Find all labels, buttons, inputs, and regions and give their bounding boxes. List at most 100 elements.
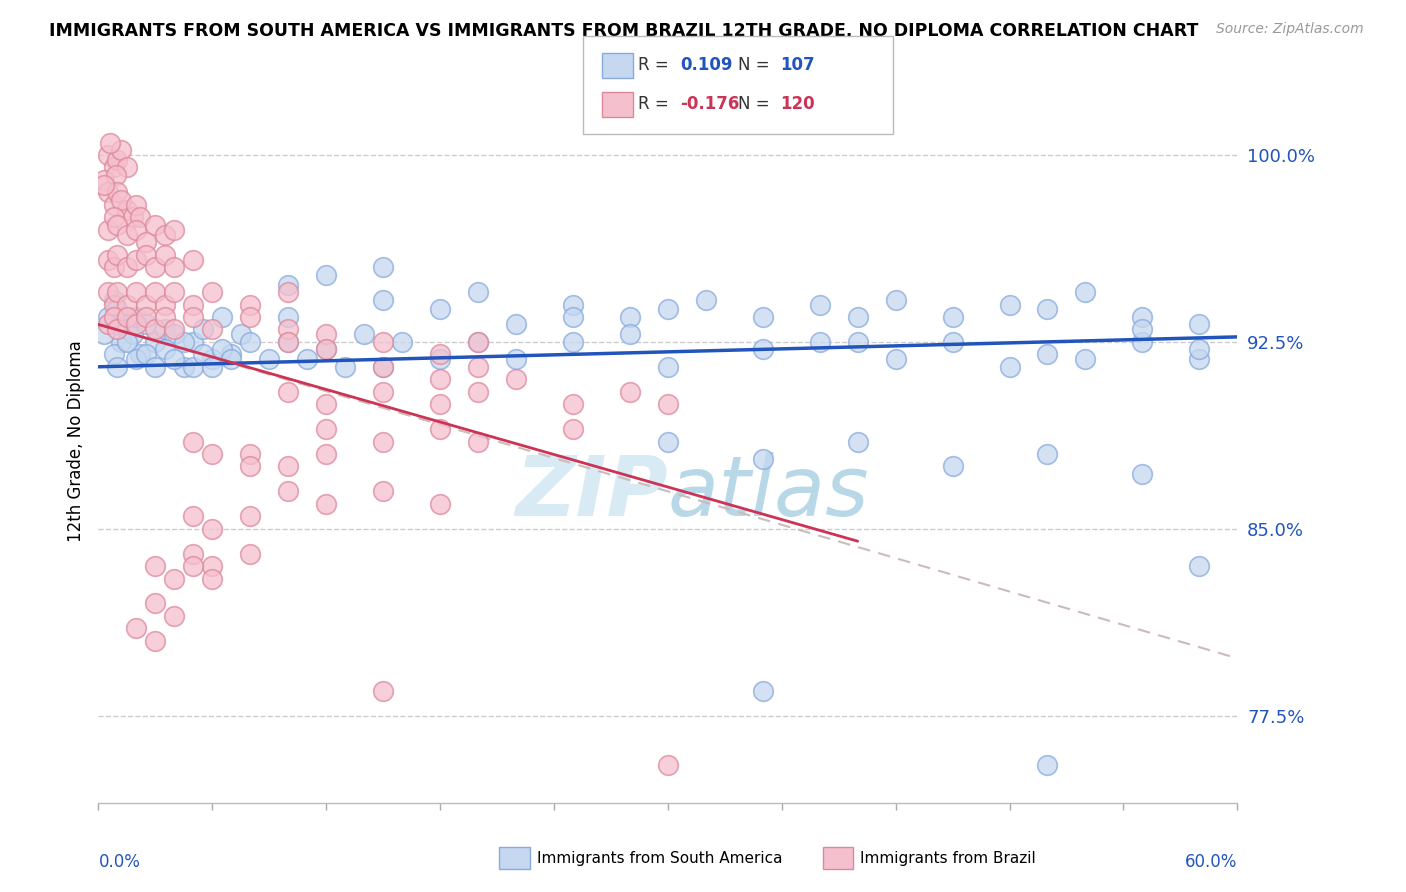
Point [163,352,186,367]
Point [93,178,115,192]
Point [1074,285,1097,299]
Point [277,322,299,336]
Point [884,352,907,367]
Point [998,359,1021,374]
Point [315,497,337,511]
Point [183,434,205,449]
Point [163,285,186,299]
Point [315,343,337,357]
Point [115,202,138,217]
Point [183,334,205,349]
Point [277,310,299,324]
Point [153,310,176,324]
Point [942,310,965,324]
Point [1132,467,1154,481]
Point [93,327,115,342]
Point [657,359,679,374]
Point [239,509,262,524]
Point [115,227,138,242]
Point [103,161,125,175]
Point [1036,447,1059,461]
Point [315,447,337,461]
Point [145,633,167,648]
Point [1074,352,1097,367]
Point [371,384,394,399]
Point [135,297,157,311]
Text: Source: ZipAtlas.com: Source: ZipAtlas.com [1216,22,1364,37]
Point [998,297,1021,311]
Y-axis label: 12th Grade, No Diploma: 12th Grade, No Diploma [66,341,84,542]
Point [505,318,527,332]
Point [97,285,120,299]
Text: 0.109: 0.109 [681,56,733,74]
Point [145,285,167,299]
Point [163,260,186,274]
Point [107,302,129,317]
Point [201,322,224,336]
Point [239,297,262,311]
Point [97,318,120,332]
Point [125,621,148,635]
Point [121,211,143,225]
Point [115,161,138,175]
Point [163,572,186,586]
Point [145,334,167,349]
Point [107,359,129,374]
Point [135,347,157,361]
Point [619,384,641,399]
Point [183,252,205,267]
Point [183,559,205,574]
Point [125,223,148,237]
Point [619,327,641,342]
Point [145,260,167,274]
Point [229,327,252,342]
Point [846,434,869,449]
Point [163,322,186,336]
Point [657,758,679,772]
Point [371,484,394,499]
Point [259,352,281,367]
Point [125,310,148,324]
Point [201,559,224,574]
Point [107,322,129,336]
Point [115,260,138,274]
Point [277,484,299,499]
Point [107,218,129,232]
Point [657,397,679,411]
Point [129,347,152,361]
Point [97,186,120,200]
Point [145,218,167,232]
Point [315,343,337,357]
Point [371,293,394,307]
Point [125,198,148,212]
Point [1132,334,1154,349]
Point [315,397,337,411]
Point [239,334,262,349]
Point [145,322,167,336]
Point [183,509,205,524]
Point [1036,347,1059,361]
Point [277,334,299,349]
Point [942,334,965,349]
Point [391,334,413,349]
Point [371,359,394,374]
Point [429,497,451,511]
Point [657,302,679,317]
Point [135,248,157,262]
Point [371,683,394,698]
Point [97,223,120,237]
Point [695,293,717,307]
Point [467,285,489,299]
Point [183,547,205,561]
Point [429,422,451,436]
Point [107,153,129,167]
Point [1036,758,1059,772]
Point [103,211,125,225]
Point [104,168,127,182]
Text: ZIP: ZIP [515,451,668,533]
Point [353,327,375,342]
Point [103,347,125,361]
Point [942,459,965,474]
Text: Immigrants from South America: Immigrants from South America [537,851,783,865]
Text: 60.0%: 60.0% [1185,854,1237,871]
